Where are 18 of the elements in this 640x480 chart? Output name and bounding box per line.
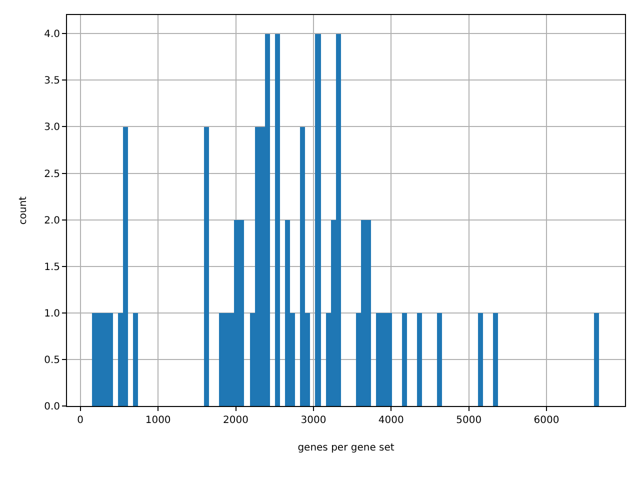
y-tick-label: 2.0 [44, 215, 60, 226]
x-tick-label: 3000 [300, 415, 326, 426]
x-axis-title: genes per gene set [298, 442, 394, 454]
y-tick-label: 0.5 [44, 354, 60, 366]
y-tick-label: 3.0 [44, 122, 60, 134]
x-tick-label: 5000 [456, 415, 482, 426]
y-tick-label: 3.5 [44, 76, 60, 87]
y-tick-label: 1.0 [44, 308, 60, 320]
x-tick-label: 2000 [223, 415, 248, 426]
x-tick-label: 4000 [378, 415, 404, 426]
x-tick-label: 6000 [534, 415, 560, 426]
y-tick-label: 0.0 [44, 402, 60, 412]
y-tick-label: 2.5 [44, 168, 60, 180]
y-axis-title: count [18, 196, 30, 225]
x-tick-label: 1000 [145, 415, 171, 426]
y-tick-label: 1.5 [44, 262, 60, 273]
x-tick-label: 0 [77, 415, 84, 426]
y-tick-label: 4.0 [44, 29, 60, 40]
